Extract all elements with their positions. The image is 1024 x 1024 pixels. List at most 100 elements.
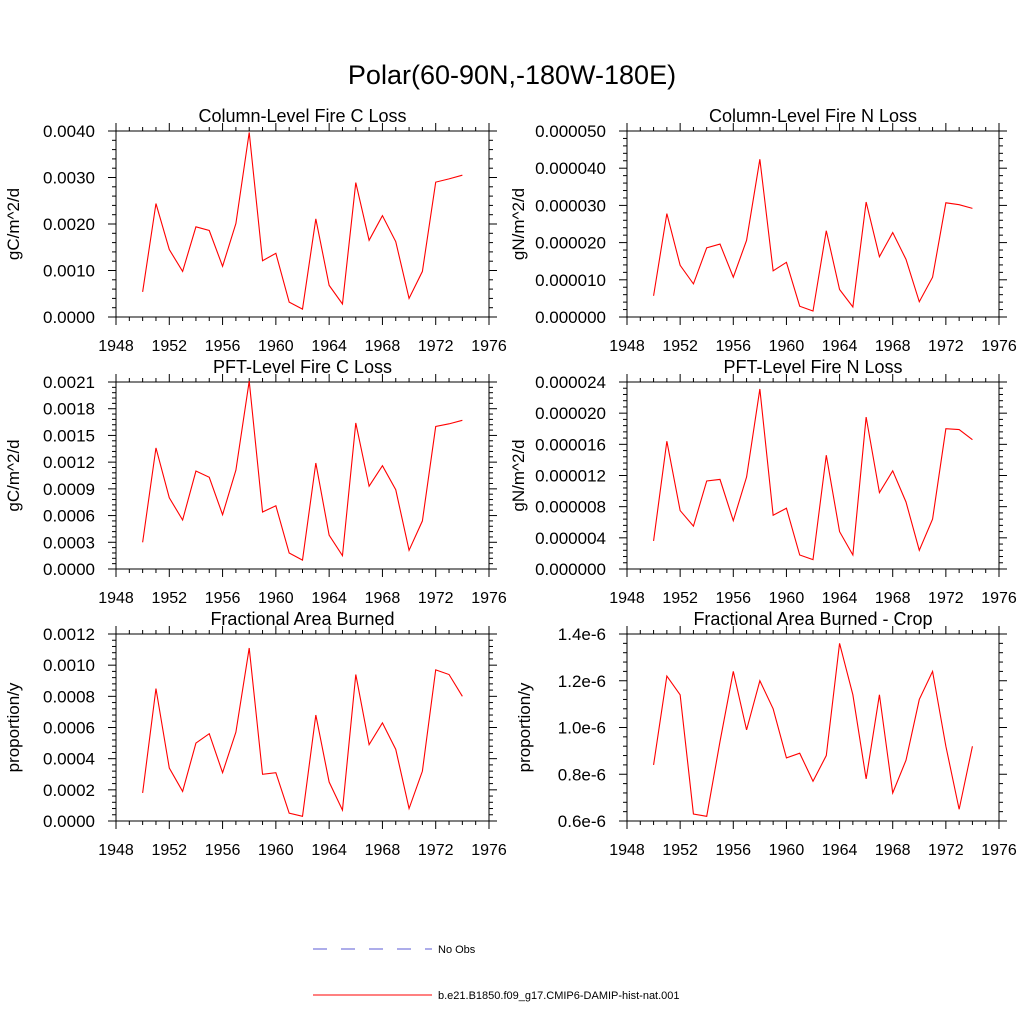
figure-title: Polar(60-90N,-180W-180E): [348, 60, 676, 90]
y-tick-label: 0.0012: [43, 625, 95, 644]
x-tick-label: 1956: [205, 842, 241, 859]
y-tick-label: 0.000024: [535, 373, 606, 392]
panel-title: Fractional Area Burned: [210, 609, 394, 629]
panel-title: PFT-Level Fire C Loss: [213, 357, 392, 377]
y-tick-label: 0.0008: [43, 687, 95, 706]
x-tick-label: 1976: [981, 842, 1017, 859]
x-tick-label: 1960: [769, 590, 805, 607]
y-tick-label: 0.6e-6: [558, 812, 606, 831]
y-tick-label: 0.0010: [43, 262, 95, 281]
y-tick-label: 0.0021: [43, 373, 95, 392]
x-tick-label: 1960: [258, 590, 294, 607]
x-tick-label: 1972: [418, 590, 454, 607]
y-tick-label: 0.0000: [43, 812, 95, 831]
x-tick-label: 1964: [822, 590, 858, 607]
x-tick-label: 1956: [715, 338, 751, 355]
y-tick-label: 0.0003: [43, 533, 95, 552]
x-tick-label: 1948: [609, 590, 645, 607]
x-tick-label: 1948: [98, 338, 134, 355]
chart-panel-6: Fractional Area Burned - Crop proportion/…: [515, 609, 1017, 859]
y-tick-label: 1.4e-6: [558, 625, 606, 644]
y-tick-label: 1.2e-6: [558, 672, 606, 691]
y-axis-label: gC/m^2/d: [4, 439, 23, 511]
chart-panel-4: PFT-Level Fire N Loss gN/m^2/d 1948 1952 195…: [509, 357, 1017, 607]
x-tick-label: 1972: [928, 338, 964, 355]
x-tick-label: 1960: [769, 842, 805, 859]
x-tick-label: 1964: [311, 842, 347, 859]
y-tick-label: 0.000030: [535, 196, 606, 215]
y-tick-label: 0.0006: [43, 719, 95, 738]
y-tick-label: 0.000016: [535, 435, 606, 454]
x-tick-label: 1952: [151, 590, 187, 607]
x-tick-label: 1976: [981, 590, 1017, 607]
y-tick-label: 0.0018: [43, 400, 95, 419]
chart-panel-5: Fractional Area Burned proportion/y 1948 19…: [4, 609, 507, 859]
series-line-1: [653, 159, 973, 312]
y-tick-label: 0.0004: [43, 750, 95, 769]
y-tick-label: 0.000050: [535, 122, 606, 141]
x-tick-label: 1956: [205, 590, 241, 607]
y-tick-label: 0.0030: [43, 169, 95, 188]
y-tick-label: 0.0006: [43, 507, 95, 526]
series-line-1: [142, 647, 463, 818]
x-tick-label: 1956: [715, 842, 751, 859]
y-axis-label: gN/m^2/d: [509, 439, 528, 511]
x-tick-label: 1952: [662, 842, 698, 859]
x-tick-label: 1948: [98, 590, 134, 607]
series-line-1: [142, 381, 463, 561]
x-tick-label: 1964: [822, 338, 858, 355]
y-tick-label: 0.0015: [43, 426, 95, 445]
y-tick-label: 0.000020: [535, 404, 606, 423]
series-line-1: [142, 132, 463, 310]
x-tick-label: 1948: [609, 338, 645, 355]
chart-panel-3: PFT-Level Fire C Loss gC/m^2/d 1948 1952 195…: [4, 357, 507, 607]
x-tick-label: 1960: [769, 338, 805, 355]
x-tick-label: 1972: [418, 842, 454, 859]
x-tick-label: 1960: [258, 338, 294, 355]
x-tick-label: 1968: [875, 842, 911, 859]
x-tick-label: 1948: [98, 842, 134, 859]
x-tick-label: 1968: [365, 842, 401, 859]
y-tick-label: 0.000012: [535, 467, 606, 486]
y-tick-label: 0.000040: [535, 159, 606, 178]
x-tick-label: 1976: [471, 842, 507, 859]
series-line-1: [653, 388, 973, 561]
series-line-1: [653, 643, 973, 817]
y-tick-label: 0.0000: [43, 560, 95, 579]
panel-title: Column-Level Fire C Loss: [198, 106, 406, 126]
y-tick-label: 0.0040: [43, 122, 95, 141]
chart-panel-1: Column-Level Fire C Loss gC/m^2/d 1948 1952…: [4, 106, 507, 355]
y-tick-label: 0.000010: [535, 271, 606, 290]
chart-panel-2: Column-Level Fire N Loss gN/m^2/d 1948 1952…: [509, 106, 1017, 355]
y-tick-label: 0.0009: [43, 480, 95, 499]
y-tick-label: 0.0010: [43, 656, 95, 675]
x-tick-label: 1956: [205, 338, 241, 355]
y-tick-label: 1.0e-6: [558, 719, 606, 738]
y-tick-label: 0.0002: [43, 781, 95, 800]
panel-title: Column-Level Fire N Loss: [709, 106, 917, 126]
y-axis-label: proportion/y: [515, 682, 534, 772]
y-tick-label: 0.0020: [43, 215, 95, 234]
chart-panels: Column-Level Fire C Loss gC/m^2/d 1948 1952…: [4, 106, 1017, 859]
x-tick-label: 1968: [365, 338, 401, 355]
y-axis-label: gN/m^2/d: [509, 188, 528, 260]
x-tick-label: 1952: [662, 590, 698, 607]
x-tick-label: 1952: [151, 338, 187, 355]
legend-label-no-obs: No Obs: [438, 944, 476, 956]
x-tick-label: 1964: [822, 842, 858, 859]
x-tick-label: 1976: [981, 338, 1017, 355]
x-tick-label: 1972: [928, 590, 964, 607]
y-tick-label: 0.000008: [535, 498, 606, 517]
x-tick-label: 1976: [471, 590, 507, 607]
x-tick-label: 1956: [715, 590, 751, 607]
legend-label-model: b.e21.B1850.f09_g17.CMIP6-DAMIP-hist-nat…: [438, 990, 680, 1002]
y-tick-label: 0.8e-6: [558, 765, 606, 784]
y-tick-label: 0.000020: [535, 234, 606, 253]
x-tick-label: 1968: [365, 590, 401, 607]
x-tick-label: 1972: [928, 842, 964, 859]
y-tick-label: 0.0000: [43, 308, 95, 327]
legend: No Obs b.e21.B1850.f09_g17.CMIP6-DAMIP-h…: [313, 944, 680, 1002]
x-tick-label: 1968: [875, 590, 911, 607]
x-tick-label: 1968: [875, 338, 911, 355]
